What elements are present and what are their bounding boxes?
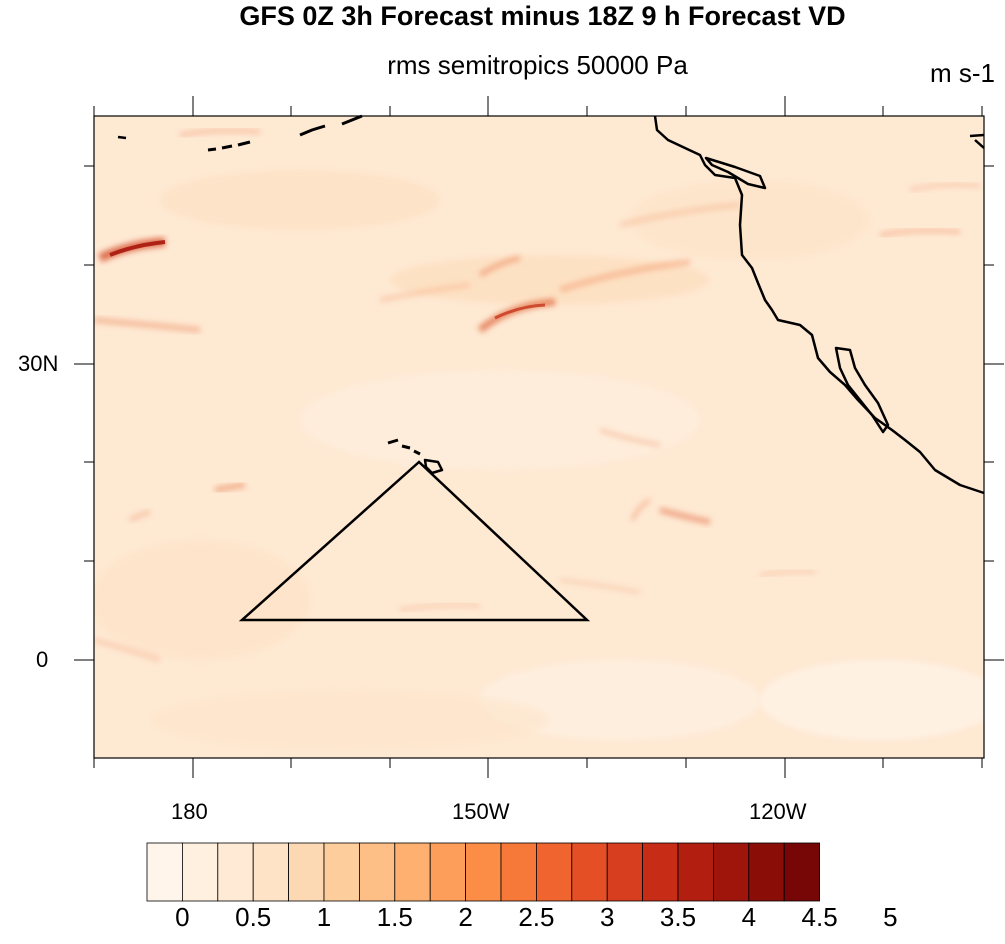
colorbar-box <box>748 842 785 902</box>
colorbar-box <box>429 842 467 902</box>
colorbar-tick-label: 4.5 <box>801 902 838 932</box>
coastlines <box>117 114 985 495</box>
colorbar-box <box>536 842 573 902</box>
hawaii-islands <box>387 438 421 456</box>
colorbar-box <box>288 842 325 902</box>
colorbar-box <box>465 842 502 902</box>
colorbar-box <box>323 842 360 902</box>
region-triangle <box>238 460 591 622</box>
colorbar-box <box>181 842 219 902</box>
colorbar-tick-label: 1 <box>316 902 332 932</box>
colorbar-tick-label: 1.5 <box>376 902 413 932</box>
map-subtitle: rms semitropics 50000 Pa <box>387 50 688 80</box>
units-label: m s-1 <box>930 58 995 88</box>
map-title: GFS 0Z 3h Forecast minus 18Z 9 h Forecas… <box>239 1 846 31</box>
field-features <box>94 128 984 750</box>
colorbar-tick-label: 5 <box>883 902 898 932</box>
colorbar-tick-label: 0.5 <box>235 902 272 932</box>
colorbar-box <box>358 842 396 902</box>
aleutian-islands-1 <box>117 135 127 140</box>
sf-bay-outline <box>704 156 767 190</box>
colorbar-box <box>500 842 537 902</box>
lat-label-30n: 30N <box>18 351 59 376</box>
colorbar-box <box>606 842 644 902</box>
colorbar-box <box>217 842 254 902</box>
longitude-ticks <box>93 96 983 778</box>
baja-california-coastline <box>834 346 890 434</box>
lon-label-120w: 120W <box>749 799 807 824</box>
lon-label-150w: 150W <box>452 799 510 824</box>
colorbar <box>146 842 821 902</box>
colorbar-tick-label: 0 <box>175 902 190 932</box>
colorbar-box <box>252 842 289 902</box>
colorbar-box <box>571 842 608 902</box>
colorbar-box <box>677 842 714 902</box>
lat-label-0: 0 <box>36 647 49 672</box>
colorbar-tick-label: 3.5 <box>659 902 697 932</box>
lon-label-180: 180 <box>171 799 208 824</box>
colorbar-tick-label: 3 <box>599 902 615 932</box>
latitude-ticks <box>74 165 1004 661</box>
colorbar-box <box>394 842 431 902</box>
aleutian-islands-3 <box>299 114 363 137</box>
colorbar-box <box>783 842 821 902</box>
hawaii-big-island <box>423 458 444 475</box>
north-america-coastline <box>653 115 985 495</box>
colorbar-box <box>713 842 750 902</box>
colorbar-tick-label: 2 <box>458 902 473 932</box>
canada-coast-fragment <box>969 133 985 149</box>
map-frame <box>93 115 985 759</box>
colorbar-box <box>146 842 183 902</box>
aleutian-islands-2 <box>207 140 251 152</box>
colorbar-box <box>642 842 679 902</box>
colorbar-tick-label: 2.5 <box>518 902 555 932</box>
colorbar-tick-label: 4 <box>741 902 757 932</box>
